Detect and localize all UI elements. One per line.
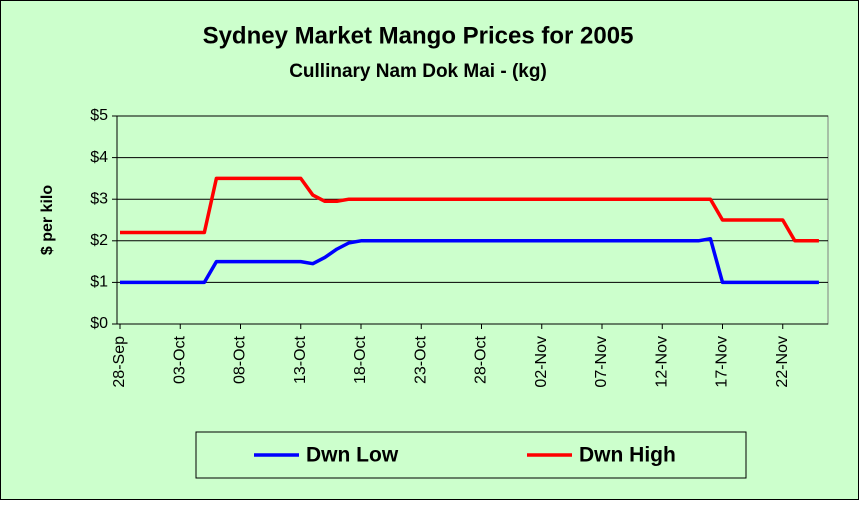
x-tick-label: 18-Oct [352,335,369,384]
y-tick-label: $0 [90,315,108,332]
x-tick-label: 13-Oct [292,335,309,384]
x-tick-label: 12-Nov [653,336,670,388]
x-tick-label: 17-Nov [714,336,731,388]
y-tick-label: $3 [90,190,108,207]
x-tick-label: 02-Nov [533,336,550,388]
series-line [120,236,819,285]
x-tick-label: 08-Oct [232,335,249,384]
x-tick-label: 23-Oct [412,335,429,384]
series-line [120,176,819,243]
x-tick-label: 28-Sep [111,336,128,388]
plot-area [116,115,829,325]
y-tick-label: $4 [90,149,108,166]
y-tick-label: $2 [90,232,108,249]
chart-subtitle: Cullinary Nam Dok Mai - (kg) [289,61,547,82]
x-tick-label: 03-Oct [171,335,188,384]
x-tick-label: 22-Nov [774,336,791,388]
legend-label: Dwn Low [306,444,399,467]
x-tick-label: 07-Nov [593,336,610,388]
legend-label: Dwn High [579,444,676,467]
chart-title: Sydney Market Mango Prices for 2005 [203,22,634,49]
y-axis-label: $ per kilo [39,185,56,255]
y-tick-label: $1 [90,274,108,291]
y-tick-label: $5 [90,107,108,124]
x-tick-label: 28-Oct [473,335,490,384]
